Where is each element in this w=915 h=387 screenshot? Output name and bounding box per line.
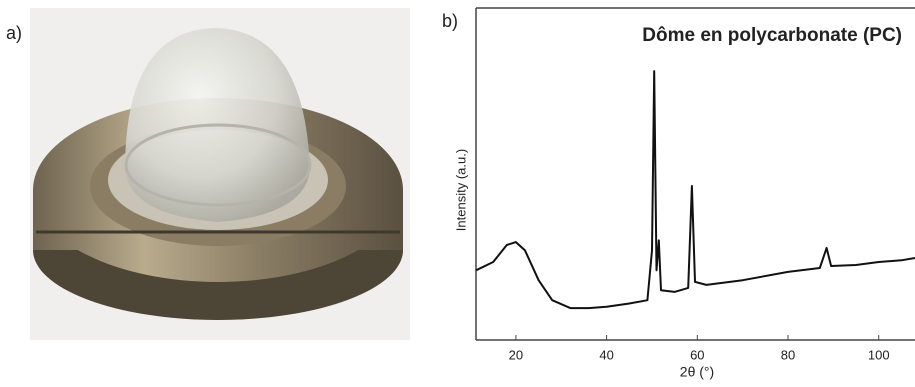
x-axis-label: 2θ (°) bbox=[680, 364, 714, 380]
x-tick-label: 60 bbox=[690, 347, 704, 362]
photo bbox=[30, 8, 410, 340]
chart-title: Dôme en polycarbonate (PC) bbox=[642, 25, 902, 46]
y-axis-label: Intensity (a.u.) bbox=[453, 149, 468, 231]
panel-label: b) bbox=[442, 11, 458, 31]
x-tick-label: 40 bbox=[599, 347, 613, 362]
panel-label: a) bbox=[6, 23, 22, 43]
x-tick-label: 100 bbox=[868, 347, 890, 362]
x-tick-label: 20 bbox=[509, 347, 523, 362]
x-tick-label: 80 bbox=[781, 347, 795, 362]
data-line bbox=[475, 70, 915, 310]
